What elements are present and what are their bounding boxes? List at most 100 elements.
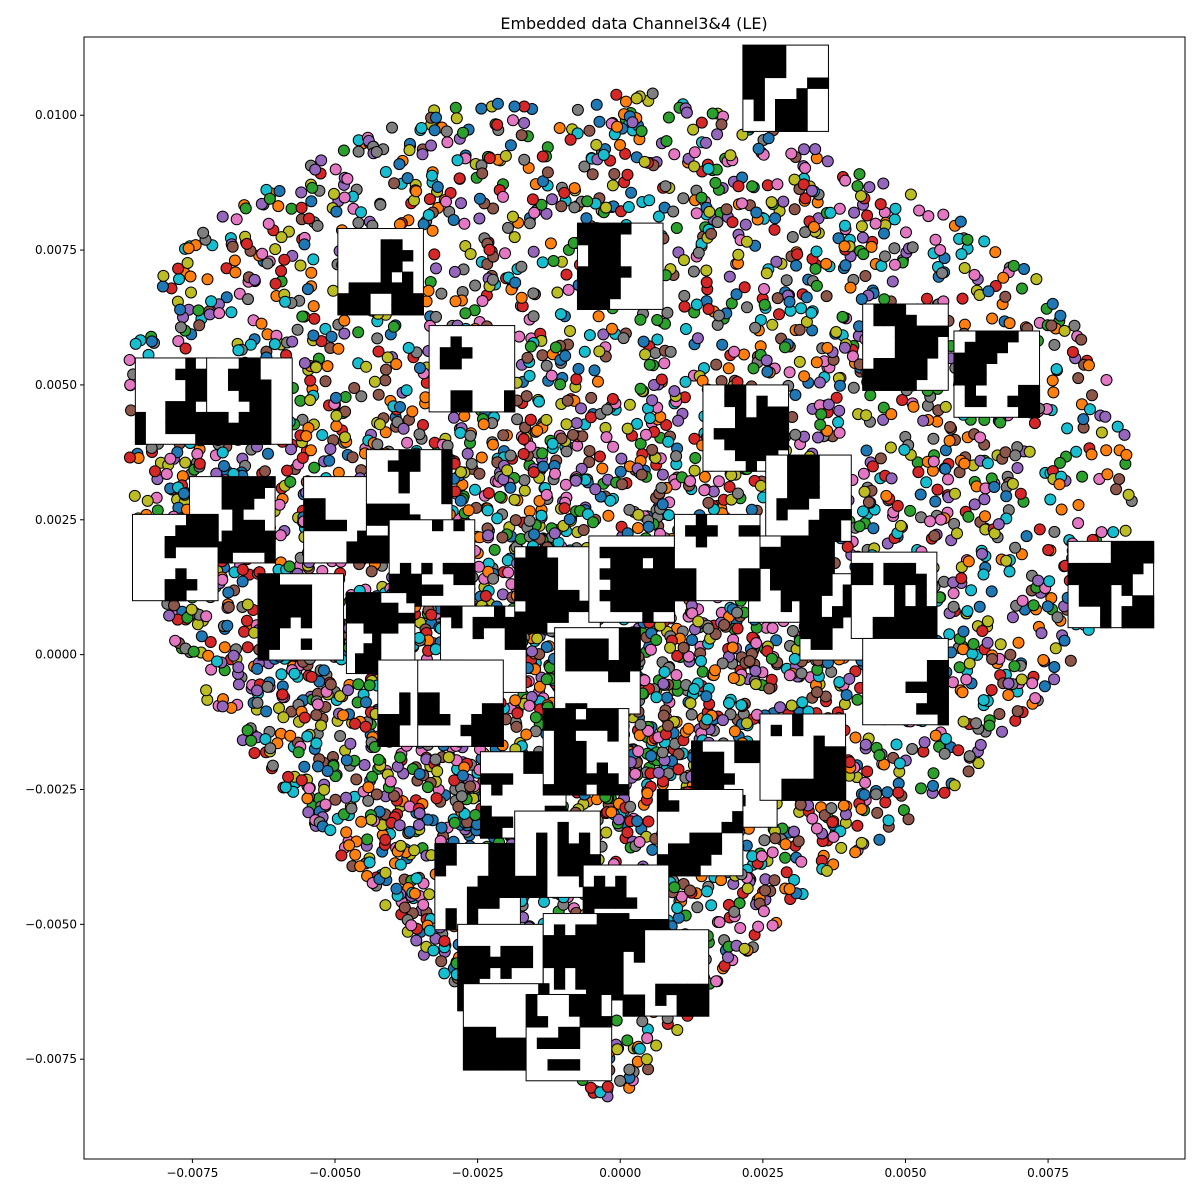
scatter-point [621, 826, 634, 839]
scatter-point [779, 838, 792, 851]
scatter-point [1068, 319, 1081, 332]
scatter-point [600, 431, 613, 444]
scatter-point [184, 270, 197, 283]
scatter-point [448, 265, 461, 278]
scatter-point [633, 1042, 646, 1055]
scatter-point [1027, 599, 1040, 612]
scatter-point [475, 102, 488, 115]
scatter-point [732, 248, 745, 261]
scatter-point [961, 233, 974, 246]
scatter-point [502, 566, 515, 579]
scatter-point [515, 291, 528, 304]
scatter-point [1095, 526, 1108, 539]
scatter-point [861, 209, 874, 222]
scatter-point [372, 753, 385, 766]
scatter-point [726, 216, 739, 229]
scatter-point [1119, 524, 1132, 537]
scatter-point [379, 833, 392, 846]
scatter-point [731, 622, 744, 635]
scatter-point [1020, 530, 1033, 543]
scatter-point [641, 1032, 654, 1045]
scatter-point [304, 374, 317, 387]
scatter-point [718, 618, 731, 631]
scatter-point [705, 227, 718, 240]
scatter-point [614, 465, 627, 478]
scatter-point [700, 136, 712, 149]
scatter-point [1095, 426, 1108, 439]
scatter-point [985, 684, 998, 696]
scatter-point [623, 398, 636, 411]
scatter-point [483, 152, 496, 165]
scatter-point [839, 259, 852, 272]
scatter-point [526, 645, 538, 658]
scatter-point [540, 488, 553, 501]
scatter-point [1004, 648, 1017, 661]
scatter-point [124, 378, 137, 391]
scatter-point [621, 1034, 634, 1047]
scatter-point [860, 444, 873, 457]
scatter-point [758, 834, 771, 847]
scatter-point [285, 202, 298, 215]
scatter-point [413, 428, 426, 441]
scatter-point [867, 522, 880, 535]
scatter-point [815, 408, 828, 421]
scatter-point [563, 513, 576, 526]
scatter-point [240, 237, 253, 250]
scatter-point [521, 351, 534, 364]
scatter-point [1006, 611, 1019, 624]
scatter-point [301, 792, 314, 805]
scatter-point [979, 510, 991, 523]
scatter-point [614, 1074, 627, 1087]
scatter-point [449, 295, 462, 308]
scatter-point [465, 457, 478, 470]
scatter-point [1011, 462, 1024, 474]
scatter-point [475, 451, 488, 464]
scatter-point [643, 358, 656, 371]
scatter-point [601, 403, 614, 416]
scatter-point [664, 641, 677, 654]
scatter-point [306, 181, 319, 194]
scatter-point [441, 136, 454, 149]
scatter-point [849, 846, 862, 859]
scatter-point [968, 498, 981, 511]
scatter-point [387, 320, 400, 333]
scatter-point [536, 447, 549, 460]
scatter-point [365, 813, 378, 826]
scatter-point [580, 212, 593, 225]
scatter-point [416, 148, 429, 161]
scatter-point [981, 457, 994, 470]
scatter-point [691, 901, 704, 914]
scatter-point [832, 416, 845, 429]
scatter-point [405, 919, 418, 932]
scatter-point [825, 802, 838, 815]
scatter-point [657, 677, 670, 690]
scatter-point [988, 481, 1001, 493]
scatter-point [315, 154, 328, 167]
scatter-point [363, 856, 376, 869]
scatter-point [999, 290, 1012, 303]
scatter-point [938, 786, 951, 799]
scatter-point [422, 209, 435, 221]
scatter-point [788, 173, 801, 186]
scatter-point [330, 391, 342, 404]
scatter-point [540, 673, 553, 686]
scatter-point [678, 289, 691, 302]
scatter-point [656, 746, 669, 759]
scatter-point [374, 198, 387, 211]
scatter-point [983, 719, 996, 732]
scatter-point [795, 855, 808, 868]
scatter-point [962, 765, 975, 778]
scatter-point [450, 112, 463, 125]
scatter-point [1111, 420, 1124, 433]
scatter-point [672, 414, 685, 427]
scatter-point [340, 826, 353, 839]
scatter-point [577, 524, 590, 536]
scatter-point [633, 836, 646, 848]
scatter-point [821, 155, 834, 168]
scatter-point [403, 144, 416, 157]
scatter-point [469, 809, 482, 821]
scatter-point [442, 751, 455, 764]
scatter-point [381, 351, 394, 364]
scatter-point [942, 473, 954, 486]
scatter-point [906, 743, 919, 755]
